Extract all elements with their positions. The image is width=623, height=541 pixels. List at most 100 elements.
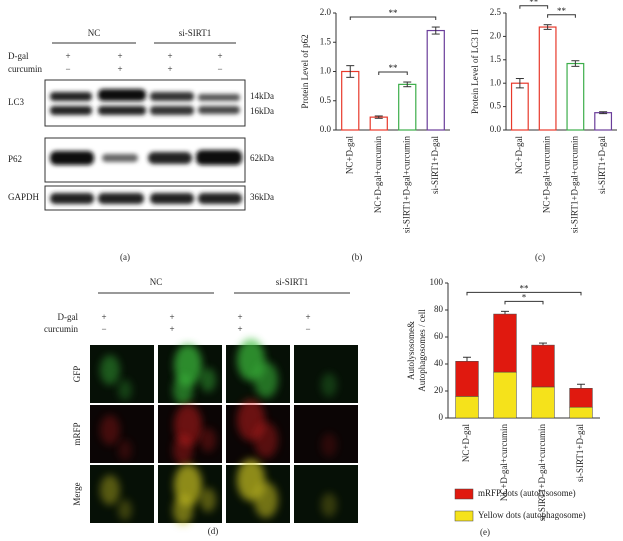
bar — [510, 82, 529, 131]
condition-label: curcumin — [44, 324, 78, 334]
y-tick-label: 0.5 — [490, 101, 502, 111]
y-axis-label: Autophagosomes / cell — [417, 309, 427, 392]
p62-bands — [50, 150, 242, 165]
condition-sign: − — [101, 324, 106, 334]
group-label: si-SIRT1 — [179, 28, 211, 38]
group-label: si-SIRT1 — [276, 277, 308, 287]
cell-glow — [118, 379, 132, 401]
x-tick-label: si-SIRT1+D-gal — [575, 424, 585, 483]
y-tick-label: 0.5 — [320, 95, 332, 105]
y-tick-label: 0.0 — [490, 124, 502, 134]
group-label: NC — [88, 28, 101, 38]
cell-glow — [100, 475, 120, 505]
y-tick-label: 2.5 — [490, 7, 502, 17]
x-tick-label: NC+D-gal+curcumin — [542, 136, 552, 214]
cell-glow — [118, 499, 132, 521]
x-tick-label: si-SIRT1+D-gal — [597, 136, 607, 195]
condition-sign: + — [169, 312, 174, 322]
x-tick-label: si-SIRT1+D-gal+curcumin — [569, 136, 579, 234]
bar — [566, 62, 585, 131]
condition-sign: + — [117, 51, 122, 61]
bar-segment — [569, 406, 593, 419]
microscopy-images — [90, 339, 358, 525]
panel-label: (d) — [208, 526, 219, 536]
y-tick-label: 0 — [439, 412, 444, 422]
y-tick-label: 100 — [430, 277, 444, 287]
bar — [538, 26, 557, 131]
cell-glow — [173, 375, 193, 405]
y-tick-label: 2.0 — [320, 7, 332, 17]
y-tick-label: 40 — [434, 358, 444, 368]
significance-label: ** — [557, 6, 567, 16]
marker-label: 62kDa — [250, 153, 274, 163]
legend-swatch — [454, 488, 474, 500]
bar-segment — [455, 361, 479, 397]
row-label: mRFP — [72, 422, 82, 445]
significance-label: ** — [529, 0, 539, 7]
panel-label: (a) — [120, 252, 130, 262]
significance-label: ** — [389, 8, 399, 18]
cell-glow — [200, 368, 216, 392]
condition-label: D-gal — [58, 312, 79, 322]
lc3-bands — [50, 89, 240, 115]
condition-sign: + — [237, 324, 242, 334]
x-tick-label: si-SIRT1+D-gal+curcumin — [401, 136, 411, 234]
x-tick-label: NC+D-gal — [461, 424, 471, 463]
significance-bracket — [466, 291, 582, 296]
x-tick-label: si-SIRT1+D-gal+curcumin — [537, 424, 547, 522]
significance-label: ** — [520, 283, 530, 293]
condition-label: curcumin — [8, 64, 42, 74]
x-tick-label: NC+D-gal+curcumin — [373, 136, 383, 214]
condition-sign: + — [217, 51, 222, 61]
significance-bracket — [519, 5, 549, 9]
bar — [341, 70, 360, 131]
cell-glow — [254, 482, 278, 518]
y-tick-label: 1.0 — [320, 66, 332, 76]
condition-sign: − — [65, 64, 70, 74]
bar — [594, 112, 613, 131]
blot-images — [44, 79, 246, 211]
row-label: LC3 — [8, 97, 25, 107]
marker-label: 36kDa — [250, 192, 274, 202]
marker-label: 14kDa — [250, 91, 274, 101]
y-tick-label: 20 — [434, 385, 444, 395]
row-label: GAPDH — [8, 192, 40, 202]
row-label: P62 — [8, 154, 22, 164]
row-label: GFP — [72, 366, 82, 383]
bar — [369, 116, 388, 131]
condition-sign: + — [65, 51, 70, 61]
blot-frame — [44, 79, 246, 127]
significance-bracket — [349, 16, 437, 21]
condition-sign: + — [117, 64, 122, 74]
y-tick-label: 1.5 — [320, 36, 332, 46]
bar — [426, 29, 445, 131]
bar-segment — [493, 371, 517, 419]
condition-sign: + — [305, 312, 310, 322]
bar-segment — [569, 388, 593, 408]
cell-glow — [200, 488, 216, 512]
condition-sign: + — [167, 64, 172, 74]
x-tick-label: NC+D-gal+curcumin — [499, 424, 509, 502]
significance-bracket — [378, 71, 408, 76]
cell-glow — [321, 433, 337, 457]
y-tick-label: 2.0 — [490, 30, 502, 40]
y-axis-label: Autolysosome& — [406, 321, 416, 380]
condition-sign: − — [305, 324, 310, 334]
condition-sign: + — [101, 312, 106, 322]
bar — [398, 83, 417, 131]
legend-label: Yellow dots (autophagosome) — [478, 510, 586, 520]
cell-glow — [100, 415, 120, 445]
y-axis-label: Protein Level of LC3 II — [470, 29, 480, 114]
x-tick-label: NC+D-gal — [344, 136, 354, 175]
significance-label: ** — [389, 63, 399, 73]
gapdh-bands — [50, 193, 242, 204]
cell-glow — [321, 373, 337, 397]
y-tick-label: 0.0 — [320, 124, 332, 134]
y-axis-label: Protein Level of p62 — [300, 34, 310, 108]
y-tick-label: 60 — [434, 331, 444, 341]
group-label: NC — [150, 277, 163, 287]
panel-label: (e) — [480, 527, 490, 537]
legend-label: mRFP dots (autolysosome) — [478, 488, 576, 498]
